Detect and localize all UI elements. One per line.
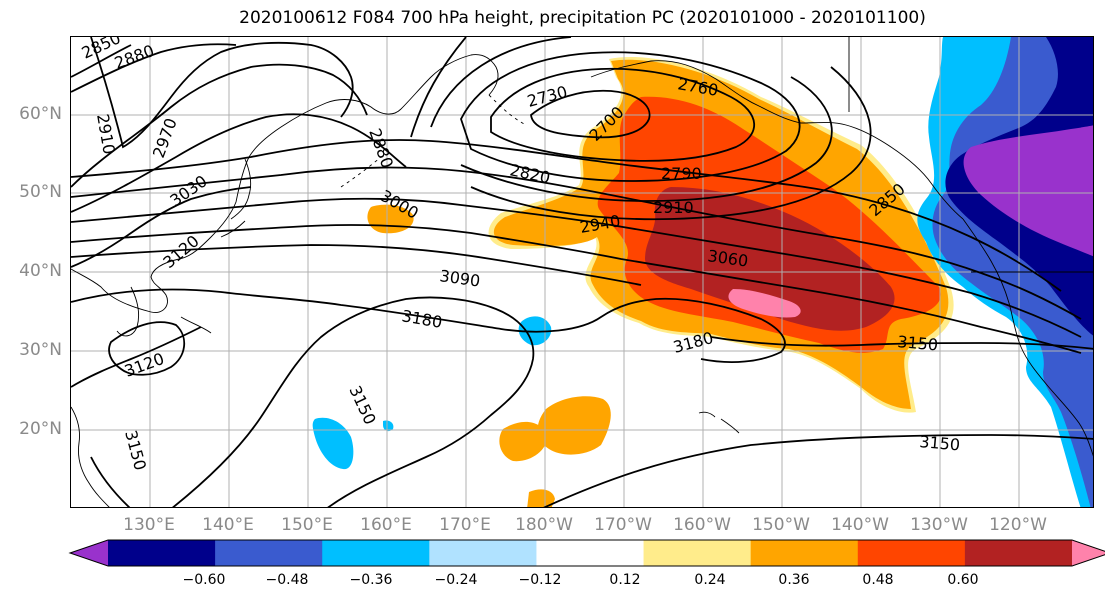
lon-tick-label: 160°E xyxy=(360,515,412,535)
precip-blob-blue xyxy=(312,417,354,470)
contour-label: 3150 xyxy=(345,383,379,428)
lat-tick-label: 40°N xyxy=(19,261,62,281)
contour-label: 3150 xyxy=(897,332,939,354)
colorbar-tick-label: 0.60 xyxy=(947,572,979,588)
colorbar-tick-label: 0.36 xyxy=(778,572,810,588)
contour-3120-low xyxy=(108,321,185,376)
contour-2850 xyxy=(71,44,132,78)
lon-tick-label: 150°W xyxy=(752,515,810,535)
contour-label: 3150 xyxy=(919,432,961,454)
contour-jet-5 xyxy=(71,244,642,286)
precip-area-pink xyxy=(728,289,801,318)
precip-blob xyxy=(527,489,555,507)
colorbar-segment xyxy=(215,540,323,566)
coastline-alaska xyxy=(590,60,964,220)
contour-low-2760 xyxy=(490,67,756,162)
colorbar-tick-label: −0.24 xyxy=(434,572,478,588)
contour-3150-sw xyxy=(172,296,535,507)
lon-tick-label: 120°W xyxy=(989,515,1047,535)
coastline-asia xyxy=(71,99,402,313)
contour-3030 xyxy=(71,113,407,213)
contour-2910 xyxy=(90,37,354,149)
lon-tick-label: 170°W xyxy=(594,515,652,535)
lon-tick-label: 140°W xyxy=(831,515,889,535)
contour-label: 3090 xyxy=(438,266,481,290)
contour-label: 2730 xyxy=(525,82,569,111)
lon-tick-label: 170°E xyxy=(439,515,491,535)
chart-title: 2020100612 F084 700 hPa height, precipit… xyxy=(239,8,926,28)
height-contours xyxy=(71,37,1093,507)
contour-label: 3150 xyxy=(121,428,150,472)
colorbar-segment xyxy=(536,540,645,566)
colorbar-segment xyxy=(70,540,108,566)
coastline-aleutians xyxy=(340,94,527,188)
contour-3180 xyxy=(71,288,786,363)
precip-positive-shading xyxy=(367,56,954,507)
precip-blob xyxy=(537,396,611,455)
colorbar-outline xyxy=(68,539,1105,567)
map-panel: 2850 2880 2910 2970 3030 3120 3120 3150 … xyxy=(70,36,1094,508)
contour-label: 2790 xyxy=(661,164,702,183)
colorbar-segment xyxy=(429,540,537,566)
contour-label: 2970 xyxy=(149,116,181,161)
colorbar-segment xyxy=(964,540,1073,566)
lon-tick-label: 180°W xyxy=(515,515,573,535)
contour-low-2850 xyxy=(410,37,872,221)
colorbar-tick-label: −0.12 xyxy=(518,572,562,588)
contour-3120 xyxy=(71,186,252,268)
gridlines xyxy=(71,37,1093,507)
lat-tick-label: 60°N xyxy=(19,104,62,124)
map-canvas: 2850 2880 2910 2970 3030 3120 3120 3150 … xyxy=(71,37,1093,507)
colorbar-tick-label: 0.48 xyxy=(862,572,894,588)
lon-tick-label: 140°E xyxy=(202,515,254,535)
colorbar-segment xyxy=(643,540,752,566)
precip-blob-blue xyxy=(383,420,394,432)
lon-tick-label: 130°E xyxy=(123,515,175,535)
colorbar-segment xyxy=(322,540,430,566)
contour-label: 2910 xyxy=(653,198,694,217)
contour-low-2730 xyxy=(530,89,651,139)
contour-label: 3030 xyxy=(166,171,210,210)
contour-2970 xyxy=(71,63,368,188)
lat-tick-label: 30°N xyxy=(19,340,62,360)
coastline-na-west xyxy=(962,218,1093,457)
colorbar-tick-label: −0.60 xyxy=(182,572,226,588)
coastline-hawaii xyxy=(698,411,740,434)
contour-jet-4 xyxy=(71,224,1082,354)
contour-label: 3180 xyxy=(400,306,443,332)
contour-3150-west xyxy=(71,326,202,507)
contour-jet-3 xyxy=(71,197,1082,338)
coastline-kamchatka xyxy=(400,54,499,110)
coastline-china-south xyxy=(71,406,110,507)
precip-blob xyxy=(499,421,548,462)
contour-2880 xyxy=(71,43,237,93)
colorbar-tick-label: 0.12 xyxy=(609,572,641,588)
contour-label: 3120 xyxy=(159,231,202,272)
contour-3150-se xyxy=(543,434,1093,507)
precip-area-purple xyxy=(963,125,1093,257)
colorbar-tick-label: −0.36 xyxy=(349,572,393,588)
lon-tick-label: 150°E xyxy=(281,515,333,535)
colorbar-segment xyxy=(750,540,859,566)
colorbar-tick-label: −0.48 xyxy=(265,572,309,588)
precip-blob-blue xyxy=(518,316,552,346)
lat-tick-label: 50°N xyxy=(19,182,62,202)
lat-tick-label: 20°N xyxy=(19,419,62,439)
contour-label: 2880 xyxy=(365,126,397,171)
lon-tick-label: 160°W xyxy=(673,515,731,535)
contour-low-2790 xyxy=(460,51,801,182)
contour-low-2820 xyxy=(430,37,833,202)
contour-jet-1 xyxy=(71,139,1062,292)
colorbar-segment xyxy=(857,540,966,566)
contour-3150-east xyxy=(710,336,1093,350)
lon-tick-label: 130°W xyxy=(910,515,968,535)
colorbar-segment xyxy=(1072,540,1105,566)
contour-label: 3120 xyxy=(122,349,167,381)
contour-jet-2 xyxy=(71,166,1082,320)
colorbar xyxy=(68,539,1105,567)
colorbar-tick-label: 0.24 xyxy=(694,572,726,588)
colorbar-segment xyxy=(108,540,216,566)
